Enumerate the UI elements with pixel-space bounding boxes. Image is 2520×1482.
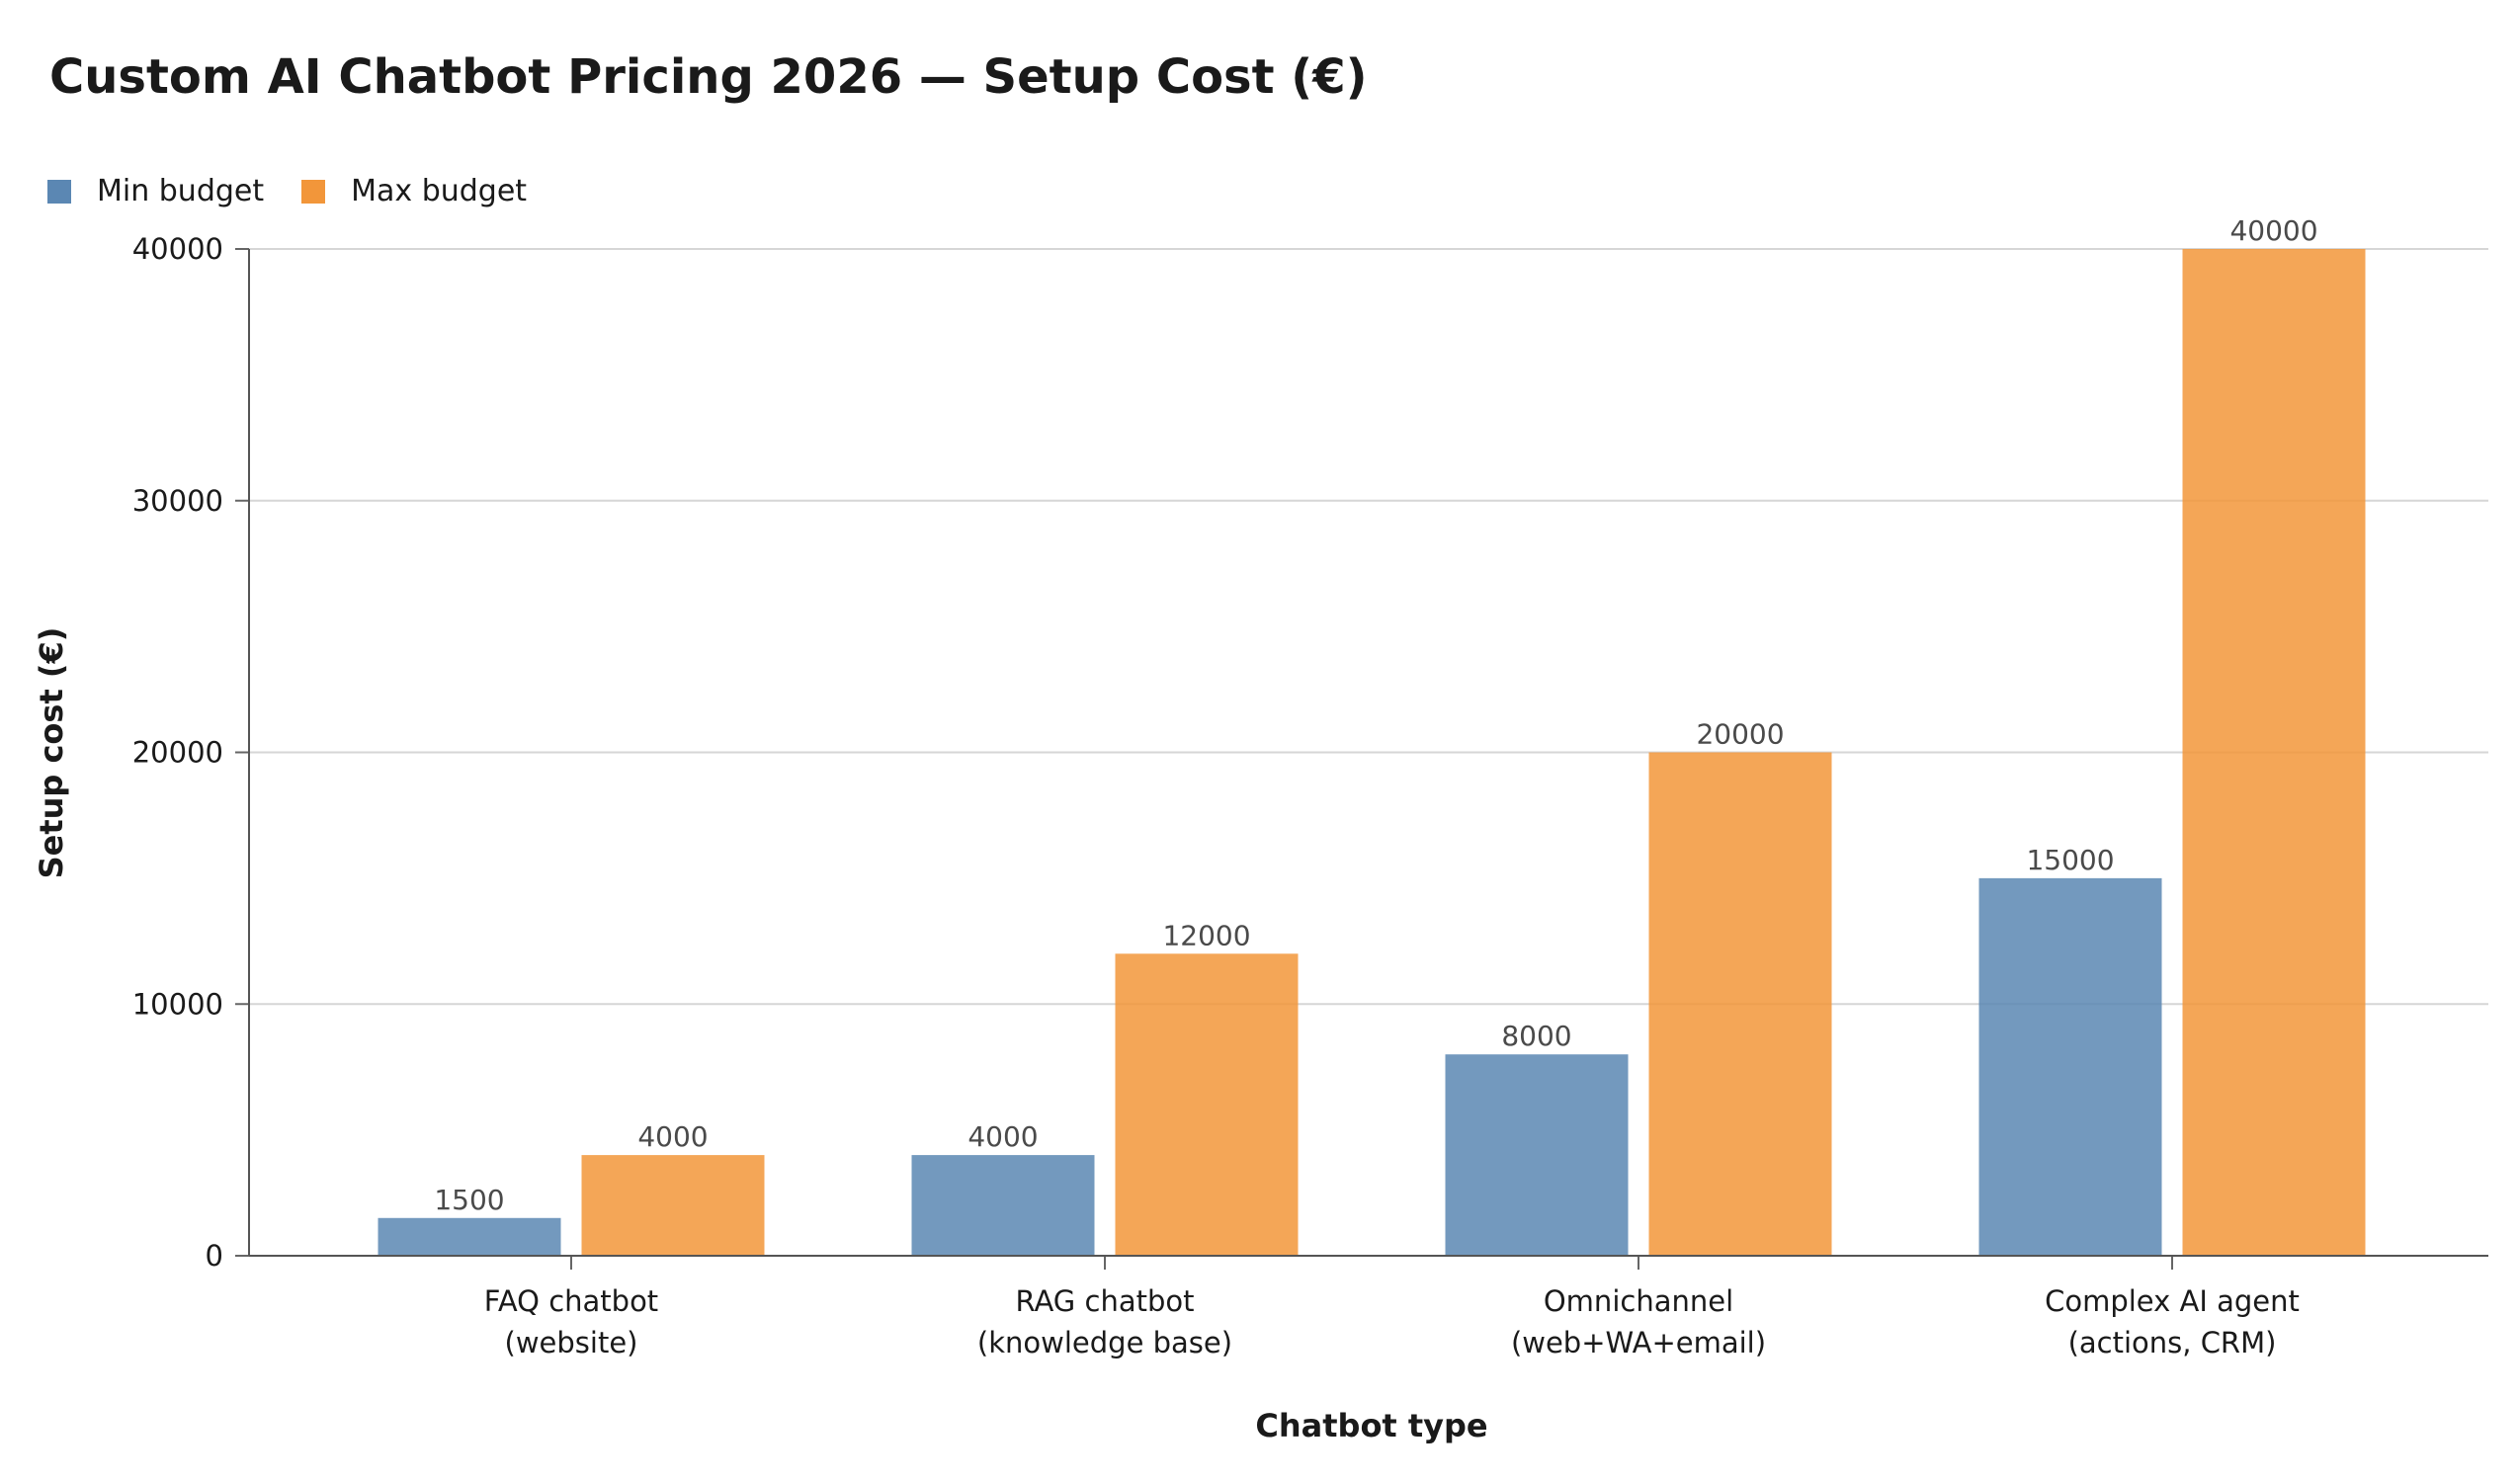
chart-title: Custom AI Chatbot Pricing 2026 — Setup C… xyxy=(49,49,1368,105)
x-tick-label-line: (knowledge base) xyxy=(977,1326,1232,1359)
y-tick-label: 30000 xyxy=(132,484,223,518)
bar-min xyxy=(378,1217,561,1256)
data-label: 12000 xyxy=(1162,919,1250,951)
data-label: 8000 xyxy=(1501,1020,1571,1052)
legend: Min budget Max budget xyxy=(47,174,564,208)
x-tick-label-line: (actions, CRM) xyxy=(2068,1326,2277,1359)
data-label: 20000 xyxy=(1696,718,1784,751)
x-tick-label-line: Omnichannel xyxy=(1544,1284,1733,1318)
x-tick-label-line: RAG chatbot xyxy=(1016,1284,1195,1318)
legend-item-min: Min budget xyxy=(47,174,264,208)
bar-min xyxy=(1445,1054,1629,1256)
x-tick-label: Complex AI agent (actions, CRM) xyxy=(2045,1284,2300,1359)
y-tick-label: 20000 xyxy=(132,736,223,770)
data-label: 1500 xyxy=(434,1184,504,1216)
y-axis-title: Setup cost (€) xyxy=(33,627,70,879)
legend-label-min: Min budget xyxy=(97,174,265,208)
legend-label-max: Max budget xyxy=(351,174,528,208)
legend-item-max: Max budget xyxy=(301,174,527,208)
y-tick-label: 10000 xyxy=(132,987,223,1021)
x-tick-label-line: (website) xyxy=(505,1326,638,1359)
legend-swatch-min xyxy=(47,179,71,204)
x-tick-label: Omnichannel (web+WA+email) xyxy=(1511,1284,1766,1359)
bar-max xyxy=(1115,953,1299,1256)
x-tick-label: RAG chatbot (knowledge base) xyxy=(977,1284,1232,1359)
y-tick-label: 0 xyxy=(206,1239,223,1273)
x-tick-label: FAQ chatbot (website) xyxy=(484,1284,658,1359)
data-label: 15000 xyxy=(2026,844,2114,876)
data-label: 4000 xyxy=(637,1120,708,1153)
bar-max xyxy=(581,1155,765,1256)
x-tick-label-line: Complex AI agent xyxy=(2045,1284,2300,1318)
bar-min xyxy=(911,1155,1095,1256)
bar-max xyxy=(1648,752,1832,1256)
x-tick-label-line: FAQ chatbot xyxy=(484,1284,658,1318)
x-tick-label-line: (web+WA+email) xyxy=(1511,1326,1766,1359)
bar-max xyxy=(2182,249,2366,1256)
data-label: 40000 xyxy=(2229,214,2317,247)
legend-swatch-max xyxy=(301,179,326,204)
x-axis-title: Chatbot type xyxy=(1255,1407,1487,1444)
data-label: 4000 xyxy=(967,1120,1038,1153)
bar-min xyxy=(1978,877,2162,1256)
y-tick-label: 40000 xyxy=(132,232,223,266)
